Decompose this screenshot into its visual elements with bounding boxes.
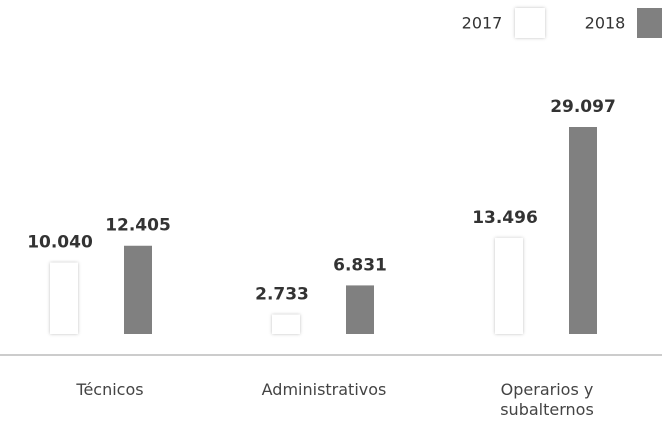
legend-swatch [515, 8, 545, 38]
bar [124, 245, 152, 334]
value-label: 13.496 [472, 208, 538, 228]
value-label: 10.040 [27, 233, 93, 253]
category-label: Operarios y subalternos [500, 380, 594, 419]
category-label: Administrativos [261, 380, 387, 399]
legend-label: 2018 [585, 14, 626, 33]
category-label: Técnicos [76, 380, 144, 399]
bar [346, 285, 374, 334]
value-label: 12.405 [105, 216, 171, 236]
legend-swatch [637, 8, 662, 38]
value-label: 29.097 [550, 97, 616, 117]
bar [50, 262, 78, 334]
bar [569, 127, 597, 334]
value-label: 2.733 [255, 285, 309, 305]
legend-label: 2017 [462, 14, 503, 33]
value-label: 6.831 [333, 255, 387, 275]
bar [272, 314, 300, 334]
bar [495, 237, 523, 334]
